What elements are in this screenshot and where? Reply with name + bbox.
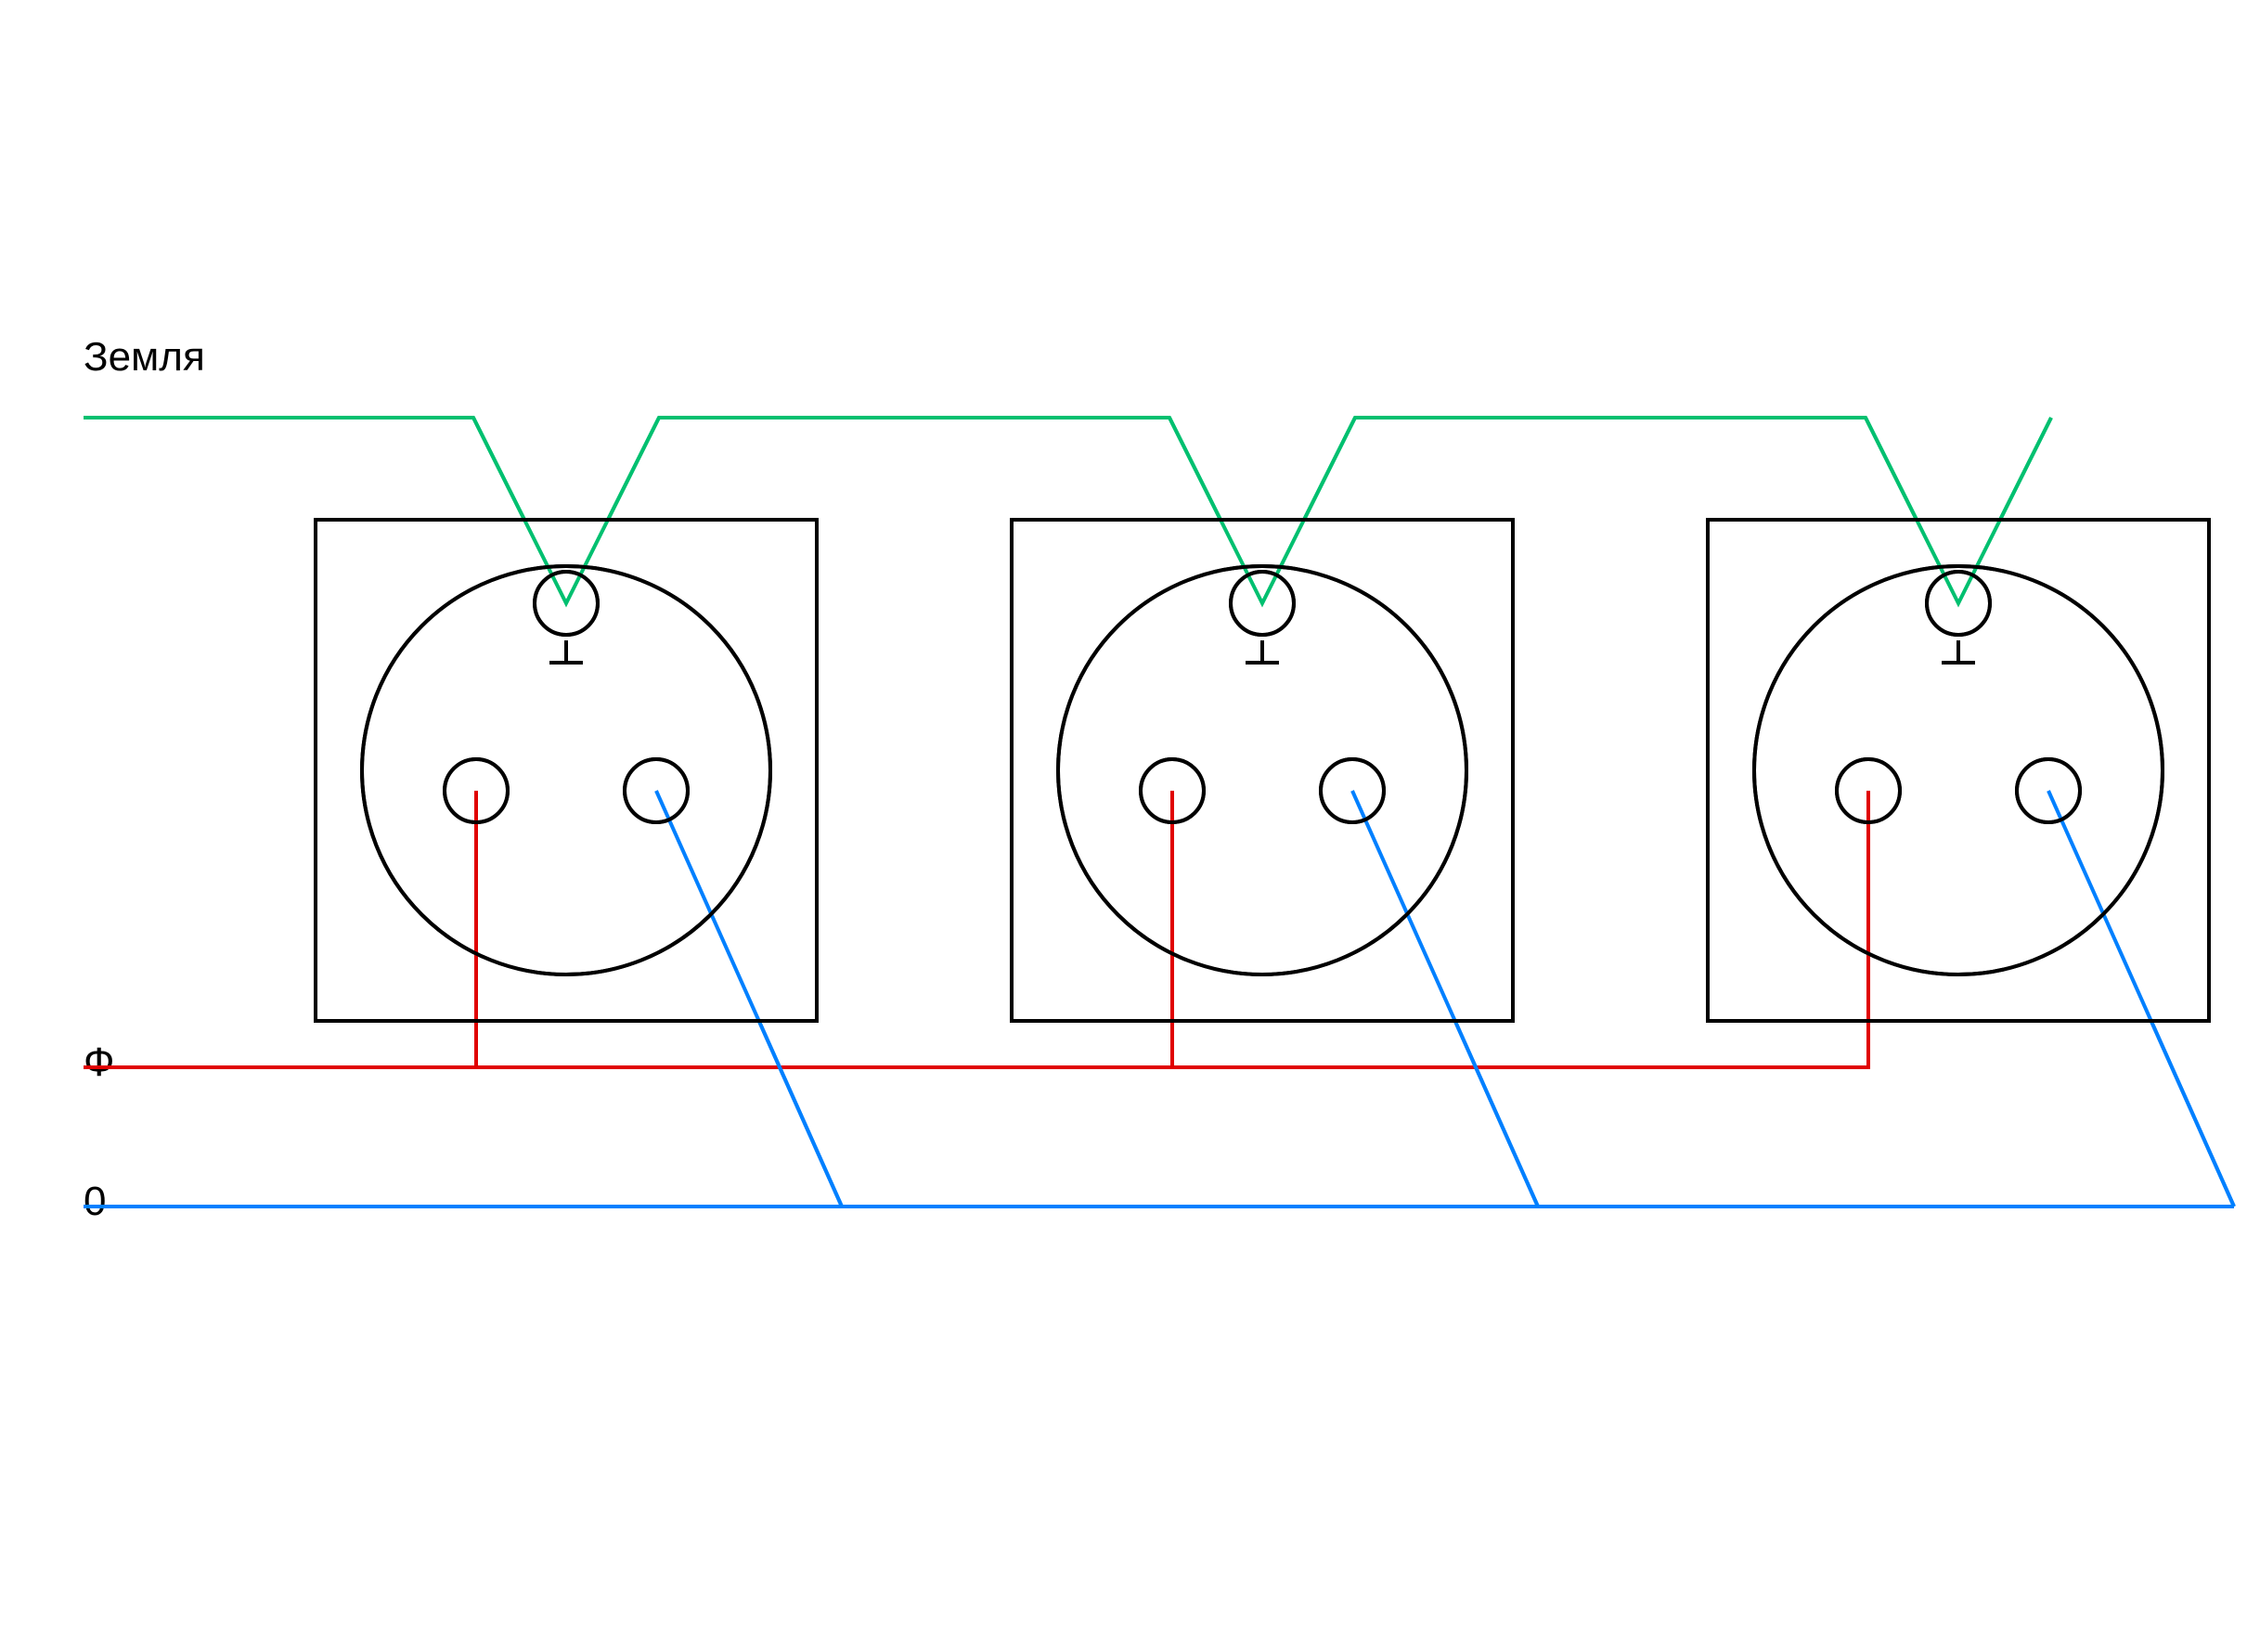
wiring-diagram: Земля Ф 0 (0, 0, 2260, 1652)
socket-frame (316, 520, 817, 1021)
socket-frame (1708, 520, 2209, 1021)
socket-frame (1012, 520, 1513, 1021)
diagram-svg (0, 0, 2260, 1652)
